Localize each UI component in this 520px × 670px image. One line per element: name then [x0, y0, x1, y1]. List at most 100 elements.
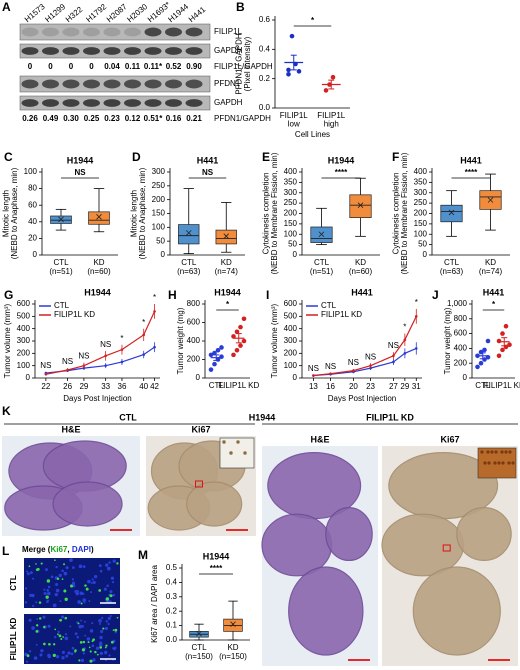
y-tick-label: 0.5 — [166, 563, 178, 572]
ki67-signal — [92, 638, 95, 642]
nucleus — [46, 589, 50, 592]
blot-band — [165, 99, 182, 107]
significance: NS — [388, 341, 399, 350]
point — [496, 353, 502, 359]
x-tick-label: low — [288, 120, 300, 129]
nucleus — [76, 635, 80, 639]
nucleus — [76, 590, 80, 593]
nucleus — [28, 650, 32, 653]
group-label: CTL — [119, 412, 137, 422]
title-part: Merge ( — [22, 545, 51, 554]
point — [500, 347, 505, 353]
n-label: (n=51) — [49, 267, 73, 276]
x-tick-label: FILIP1L KD — [484, 381, 520, 390]
panel-letter: A — [2, 0, 11, 14]
nucleus — [79, 591, 84, 596]
nucleus — [82, 565, 86, 568]
panel-letter: G — [4, 288, 13, 302]
panel-letter: I — [266, 288, 269, 302]
nucleus — [39, 653, 43, 657]
axes — [431, 168, 510, 256]
nucleus — [26, 572, 30, 576]
significance: NS — [74, 168, 86, 177]
ki67-signal — [39, 617, 42, 620]
row-label: CTL — [9, 575, 18, 591]
blot-band — [42, 27, 59, 37]
panel-letter: D — [132, 150, 141, 164]
panel-letter: C — [4, 150, 13, 164]
ratio-value: 0.04 — [104, 62, 120, 71]
y-tick-label: 1,000 — [447, 299, 468, 308]
title-part: , — [67, 545, 71, 554]
nucleus — [47, 654, 52, 659]
nucleus — [104, 626, 108, 631]
ki67-signal — [89, 659, 93, 663]
mean-marker — [448, 209, 455, 216]
nucleus — [54, 592, 58, 597]
point — [507, 342, 512, 348]
blot-band — [62, 99, 80, 107]
y-tick-label: 0.1 — [166, 621, 178, 630]
point — [403, 338, 407, 342]
nucleus — [50, 575, 54, 579]
ki67-signal — [94, 650, 97, 654]
nucleus — [55, 588, 60, 593]
point — [330, 74, 336, 80]
nucleus — [98, 643, 103, 647]
point — [392, 360, 395, 364]
y-tick-label: 200 — [187, 355, 201, 364]
nucleus — [82, 652, 86, 655]
y-axis-label: Cytokinesis completion — [392, 173, 401, 255]
nucleus — [86, 637, 91, 641]
ki67-signal — [79, 641, 83, 644]
point — [120, 348, 124, 351]
ki67-signal — [99, 646, 103, 649]
nucleus — [54, 635, 57, 639]
point — [231, 352, 236, 358]
panel-letter: K — [2, 404, 11, 418]
point — [238, 324, 243, 330]
y-tick-label: 0 — [293, 373, 298, 382]
nucleus — [91, 644, 95, 648]
point — [104, 364, 107, 367]
nucleus — [80, 619, 82, 622]
blot-band — [42, 79, 59, 89]
y-tick-label: 0 — [33, 250, 38, 259]
mean-marker — [223, 233, 230, 239]
nucleus — [114, 631, 117, 634]
nucleus — [511, 461, 515, 465]
significance: **** — [465, 168, 478, 177]
point — [234, 347, 240, 353]
point — [475, 364, 480, 370]
nucleus — [82, 598, 86, 602]
nucleus — [222, 440, 226, 444]
point — [219, 345, 224, 350]
significance: NS — [78, 352, 89, 361]
nucleus — [103, 587, 107, 591]
nucleus — [46, 599, 50, 602]
y-tick-label: 0.0 — [166, 635, 178, 644]
axes — [41, 168, 118, 256]
nucleus — [63, 571, 68, 576]
blot-band — [185, 47, 203, 55]
y-tick-label: 0.6 — [259, 15, 271, 24]
ki67-signal — [105, 597, 110, 601]
nucleus — [112, 593, 116, 597]
ratio-value: 0.30 — [63, 114, 79, 123]
point — [296, 69, 302, 74]
panel-letter: L — [2, 544, 9, 558]
nucleus — [501, 461, 505, 465]
x-tick-label: FILIP1L — [317, 111, 346, 120]
y-axis-label: Tumor weight (mg) — [176, 307, 185, 374]
ki67-signal — [43, 642, 46, 646]
ki67-signal — [104, 646, 107, 649]
significance: NS — [202, 168, 214, 177]
x-tick-label: high — [324, 120, 339, 129]
nucleus — [78, 564, 83, 569]
y-tick-label: 40 — [28, 217, 37, 226]
axes — [301, 168, 380, 256]
nucleus — [64, 633, 68, 636]
significance: * — [226, 300, 230, 309]
blot-band — [83, 99, 100, 107]
